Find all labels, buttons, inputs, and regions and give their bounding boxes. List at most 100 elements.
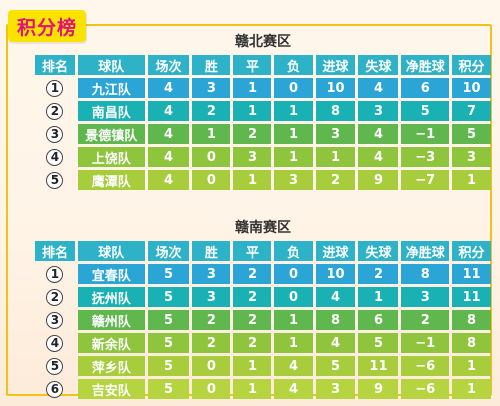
goals-against-cell: 4 — [358, 147, 399, 167]
goal-diff-cell: 8 — [401, 264, 449, 284]
header-goals-for: 进球 — [315, 241, 356, 261]
goal-diff-cell: −1 — [401, 333, 449, 353]
header-points: 积分 — [452, 55, 491, 75]
draw-cell: 2 — [233, 124, 272, 144]
draw-cell: 1 — [233, 78, 272, 98]
rank-cell: 5 — [35, 170, 75, 190]
points-cell: 3 — [452, 147, 491, 167]
team-cell: 萍乡队 — [77, 356, 145, 376]
rank-cell: 3 — [35, 310, 75, 330]
points-cell: 8 — [452, 310, 491, 330]
points-cell: 11 — [452, 287, 491, 307]
goals-against-cell: 6 — [358, 310, 399, 330]
goal-diff-cell: −7 — [401, 170, 449, 190]
loss-cell: 0 — [274, 78, 313, 98]
goals-for-cell: 3 — [315, 379, 356, 399]
rank-badge: 1 — [46, 79, 64, 97]
loss-cell: 4 — [274, 356, 313, 376]
draw-cell: 2 — [233, 333, 272, 353]
played-cell: 5 — [147, 356, 190, 376]
goal-diff-cell: −3 — [401, 147, 449, 167]
zone-title-north: 赣北赛区 — [235, 34, 291, 50]
loss-cell: 4 — [274, 379, 313, 399]
goals-for-cell: 3 — [315, 124, 356, 144]
table-header: 排名 球队 场次 胜 平 负 进球 失球 净胜球 积分 — [35, 55, 491, 75]
header-played: 场次 — [147, 241, 190, 261]
rank-badge: 3 — [46, 125, 64, 143]
points-cell: 1 — [452, 379, 491, 399]
goal-diff-cell: −1 — [401, 124, 449, 144]
goals-for-cell: 8 — [315, 310, 356, 330]
table-row: 5 萍乡队 5 0 1 4 5 11 −6 1 — [35, 356, 491, 376]
rank-cell: 4 — [35, 147, 75, 167]
header-loss: 负 — [274, 241, 313, 261]
draw-cell: 2 — [233, 287, 272, 307]
loss-cell: 0 — [274, 287, 313, 307]
points-cell: 1 — [452, 356, 491, 376]
header-win: 胜 — [192, 241, 231, 261]
win-cell: 3 — [192, 78, 231, 98]
goals-against-cell: 5 — [358, 333, 399, 353]
loss-cell: 0 — [274, 264, 313, 284]
header-team: 球队 — [77, 241, 145, 261]
goals-against-cell: 3 — [358, 101, 399, 121]
win-cell: 0 — [192, 356, 231, 376]
win-cell: 1 — [192, 124, 231, 144]
win-cell: 2 — [192, 310, 231, 330]
goal-diff-cell: −6 — [401, 379, 449, 399]
played-cell: 4 — [147, 124, 190, 144]
played-cell: 5 — [147, 264, 190, 284]
played-cell: 5 — [147, 287, 190, 307]
goals-for-cell: 10 — [315, 78, 356, 98]
header-played: 场次 — [147, 55, 190, 75]
rank-cell: 2 — [35, 101, 75, 121]
table-row: 5 鹰潭队 4 0 1 3 2 9 −7 1 — [35, 170, 491, 190]
rank-cell: 6 — [35, 379, 75, 399]
team-cell: 赣州队 — [77, 310, 145, 330]
header-goals-against: 失球 — [358, 55, 399, 75]
rank-cell: 1 — [35, 78, 75, 98]
goals-for-cell: 1 — [315, 147, 356, 167]
team-cell: 鹰潭队 — [77, 170, 145, 190]
win-cell: 2 — [192, 101, 231, 121]
played-cell: 4 — [147, 101, 190, 121]
south-zone-table: 赣南赛区 排名 球队 场次 胜 平 负 进球 失球 净胜球 积分 1 宜春队 5 3 2… — [35, 218, 491, 399]
rank-cell: 4 — [35, 333, 75, 353]
win-cell: 0 — [192, 147, 231, 167]
played-cell: 4 — [147, 170, 190, 190]
draw-cell: 3 — [233, 147, 272, 167]
rank-badge: 2 — [46, 288, 64, 306]
win-cell: 2 — [192, 333, 231, 353]
goals-against-cell: 1 — [358, 287, 399, 307]
played-cell: 4 — [147, 78, 190, 98]
goal-diff-cell: 5 — [401, 101, 449, 121]
goal-diff-cell: 2 — [401, 310, 449, 330]
rank-cell: 2 — [35, 287, 75, 307]
goals-against-cell: 11 — [358, 356, 399, 376]
rank-badge: 3 — [46, 311, 64, 329]
played-cell: 5 — [147, 310, 190, 330]
win-cell: 3 — [192, 264, 231, 284]
points-cell: 5 — [452, 124, 491, 144]
goal-diff-cell: −6 — [401, 356, 449, 376]
table-row: 4 新余队 5 2 2 1 4 5 −1 8 — [35, 333, 491, 353]
rank-cell: 3 — [35, 124, 75, 144]
played-cell: 5 — [147, 333, 190, 353]
team-cell: 吉安队 — [77, 379, 145, 399]
zone-title-south: 赣南赛区 — [235, 220, 291, 236]
loss-cell: 1 — [274, 310, 313, 330]
goal-diff-cell: 3 — [401, 287, 449, 307]
loss-cell: 1 — [274, 147, 313, 167]
draw-cell: 2 — [233, 310, 272, 330]
page-title: 积分榜 — [8, 10, 86, 42]
points-cell: 7 — [452, 101, 491, 121]
table-row: 1 九江队 4 3 1 0 10 4 6 10 — [35, 78, 491, 98]
draw-cell: 1 — [233, 101, 272, 121]
team-cell: 景德镇队 — [77, 124, 145, 144]
north-zone-table: 赣北赛区 排名 球队 场次 胜 平 负 进球 失球 净胜球 积分 1 九江队 4 3 1… — [35, 32, 491, 190]
header-team: 球队 — [77, 55, 145, 75]
goals-against-cell: 9 — [358, 170, 399, 190]
draw-cell: 1 — [233, 356, 272, 376]
goals-for-cell: 5 — [315, 356, 356, 376]
goals-for-cell: 10 — [315, 264, 356, 284]
